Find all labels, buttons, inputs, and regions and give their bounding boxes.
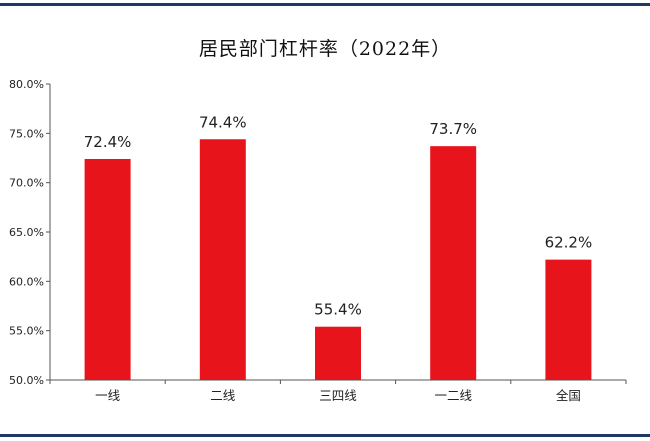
data-label: 74.4% [199,113,247,131]
y-tick-label: 75.0% [9,127,44,140]
bar [199,139,246,380]
bottom-rule [0,434,650,437]
bar [545,259,592,380]
top-rule [0,3,650,6]
data-label: 72.4% [84,133,132,151]
data-label: 62.2% [545,234,593,252]
bar [430,146,477,380]
y-tick-label: 50.0% [9,374,44,387]
data-label: 73.7% [429,120,477,138]
y-tick-label: 65.0% [9,226,44,239]
y-tick-label: 55.0% [9,325,44,338]
y-tick-label: 80.0% [9,78,44,91]
bar [84,158,131,380]
bar [315,326,361,380]
x-category-label: 全国 [556,388,581,403]
y-tick-label: 60.0% [9,275,44,288]
data-label: 55.4% [314,301,362,319]
x-category-label: 二线 [210,388,236,403]
x-category-label: 三四线 [319,388,357,403]
chart-title: 居民部门杠杆率（2022年） [198,38,452,60]
x-category-label: 一二线 [434,388,472,403]
y-tick-label: 70.0% [9,177,44,190]
x-category-label: 一线 [95,388,121,403]
